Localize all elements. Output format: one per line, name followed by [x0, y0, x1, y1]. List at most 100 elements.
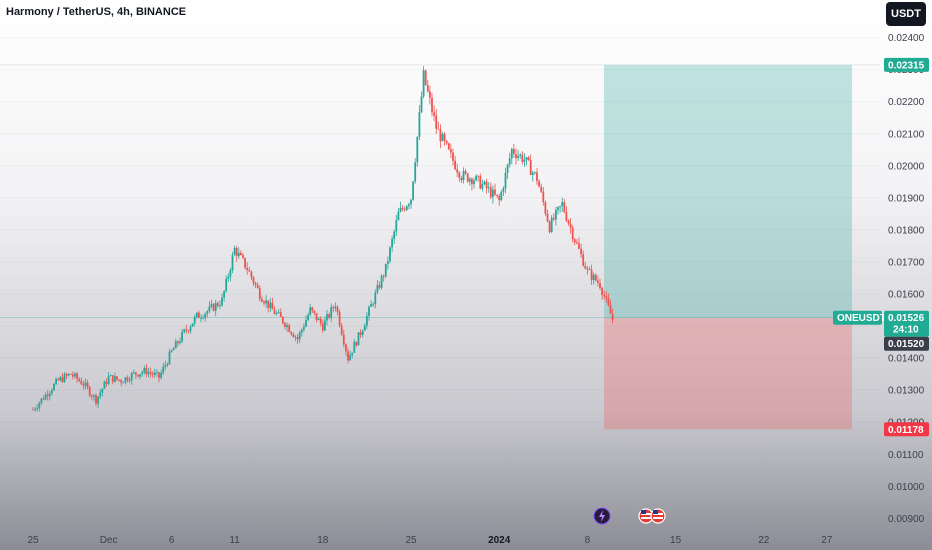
candle-body	[330, 307, 333, 318]
candle-body	[340, 325, 343, 335]
candle-body	[221, 297, 223, 306]
candle-body	[189, 326, 192, 331]
candle-body	[378, 285, 381, 288]
candle-body	[172, 348, 175, 351]
candle-body	[55, 379, 57, 384]
candle-body	[418, 112, 421, 137]
candle-body	[93, 395, 95, 397]
candle-body	[145, 368, 148, 375]
candle-body	[513, 148, 515, 155]
candle-body	[118, 379, 120, 381]
candle-body	[563, 202, 566, 212]
candle-body	[321, 323, 324, 331]
candle-body	[527, 157, 530, 160]
candle-body	[605, 296, 608, 298]
candle-body	[342, 334, 345, 345]
candle-body	[456, 169, 459, 173]
candle-body	[46, 394, 49, 397]
candle-body	[408, 204, 410, 207]
candle-body	[57, 379, 60, 381]
candle-body	[429, 91, 431, 98]
currency-button[interactable]: USDT	[886, 2, 926, 26]
x-tick-label: 25	[27, 535, 39, 546]
candle-body	[183, 329, 186, 333]
candle-body	[468, 178, 471, 182]
candle-body	[498, 195, 501, 201]
candle-body	[229, 270, 232, 277]
candle-body	[399, 207, 402, 212]
candle-body	[324, 320, 326, 331]
candle-body	[500, 191, 503, 201]
candle-body	[607, 297, 610, 305]
candle-body	[32, 409, 34, 411]
candle-body	[523, 159, 526, 162]
candle-body	[216, 303, 219, 306]
candle-body	[529, 159, 532, 175]
candle-body	[271, 302, 274, 310]
candle-body	[311, 307, 314, 311]
price-axis: 0.024000.023000.022000.021000.020000.019…	[888, 33, 925, 525]
candle-body	[443, 133, 446, 141]
candle-body	[202, 317, 204, 319]
target-price-tag: 0.02315	[888, 60, 925, 71]
candle-body	[300, 329, 303, 333]
candle-body	[420, 96, 423, 113]
candle-body	[109, 375, 112, 377]
candle-body	[53, 383, 55, 391]
candle-body	[368, 306, 370, 316]
candle-body	[347, 351, 349, 361]
candle-body	[538, 181, 540, 187]
candle-body	[227, 276, 230, 279]
candle-body	[548, 221, 551, 232]
chart-title: Harmony / TetherUS, 4h, BINANCE	[6, 6, 187, 18]
y-tick-label: 0.02200	[888, 97, 925, 108]
candle-body	[332, 307, 335, 309]
candle-body	[477, 175, 480, 177]
candle-body	[59, 377, 62, 381]
candle-body	[502, 188, 505, 192]
candle-body	[181, 332, 183, 342]
candle-body	[116, 376, 118, 380]
candle-body	[198, 312, 200, 319]
candle-body	[214, 303, 217, 311]
candle-body	[84, 382, 87, 386]
candle-body	[153, 372, 156, 375]
candle-body	[130, 373, 133, 381]
candle-body	[290, 331, 293, 335]
candle-body	[63, 374, 66, 382]
candle-body	[139, 374, 141, 377]
candle-body	[252, 277, 255, 284]
candle-body	[542, 191, 545, 203]
time-axis: 25 Dec 6 11 18 25 2024 8 15 22 27	[27, 535, 832, 546]
candle-body	[447, 143, 450, 150]
candle-body	[382, 276, 385, 277]
candle-body	[395, 220, 398, 232]
candle-body	[34, 408, 36, 410]
candle-body	[44, 394, 47, 400]
candle-body	[61, 377, 64, 382]
candle-body	[168, 351, 171, 365]
candle-body	[317, 318, 320, 321]
candle-body	[489, 187, 492, 198]
candle-body	[473, 180, 475, 185]
candle-body	[471, 178, 473, 185]
candle-body	[78, 378, 81, 381]
candle-body	[296, 337, 299, 340]
candle-body	[191, 323, 194, 327]
candle-body	[250, 271, 253, 278]
x-tick-label: 8	[585, 535, 591, 546]
candle-body	[193, 316, 196, 324]
candle-body	[534, 172, 536, 174]
candle-body	[122, 382, 125, 384]
candle-body	[147, 372, 150, 375]
event-markers	[593, 507, 666, 525]
candle-body	[177, 341, 179, 344]
candle-body	[195, 312, 198, 317]
candle-body	[307, 314, 309, 321]
candle-body	[269, 302, 272, 308]
candle-body	[485, 181, 488, 189]
candle-body	[412, 181, 414, 200]
candle-body	[345, 344, 347, 352]
candle-body	[277, 312, 280, 314]
